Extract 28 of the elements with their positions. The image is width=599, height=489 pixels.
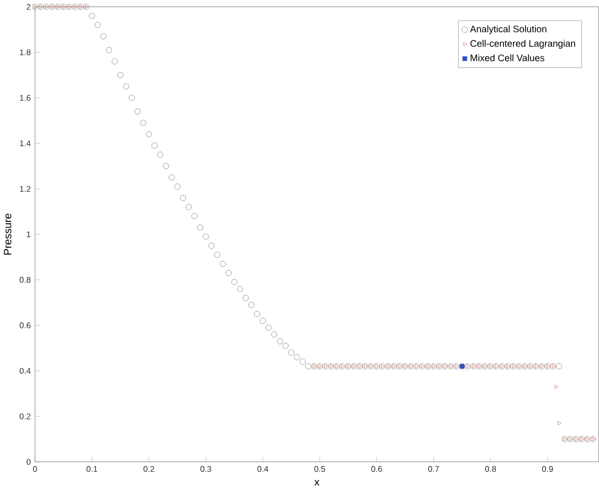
x-tick-label: 0.6: [371, 466, 382, 472]
x-tick-label: 0.7: [428, 466, 439, 472]
x-tick-label: 0.4: [257, 466, 268, 472]
x-tick-label: 0.8: [485, 466, 496, 472]
x-axis-title: x: [314, 480, 320, 486]
legend-label: Analytical Solution: [470, 25, 546, 34]
y-tick-label: 2: [26, 4, 30, 10]
x-tick-label: 0.5: [314, 466, 326, 472]
y-tick-label: 0.8: [20, 276, 30, 283]
y-tick-label: 1.6: [20, 94, 30, 100]
point: [554, 384, 558, 389]
y-tick-label: 1.4: [20, 140, 31, 146]
point: [558, 420, 562, 426]
legend-label: Mixed Cell Values: [470, 54, 544, 62]
y-tick-label: 1: [26, 231, 30, 237]
y-tick-label: 1.8: [20, 49, 30, 55]
x-tick-label: 0.2: [143, 466, 154, 472]
y-tick-label: 0: [26, 458, 31, 465]
y-tick-label: 1.2: [20, 186, 30, 192]
y-tick-label: 0.4: [20, 368, 31, 374]
x-tick-label: 0: [33, 466, 37, 472]
y-axis-title: Pressure: [4, 213, 12, 254]
legend-label: Cell-centered Lagrangian: [470, 40, 576, 48]
x-tick-label: 0.3: [200, 466, 212, 472]
x-tick-label: 0.1: [86, 466, 98, 472]
y-tick-label: 0.6: [20, 322, 30, 328]
x-tick-label: 0.9: [542, 466, 553, 472]
y-tick-label: 0.2: [20, 413, 30, 420]
